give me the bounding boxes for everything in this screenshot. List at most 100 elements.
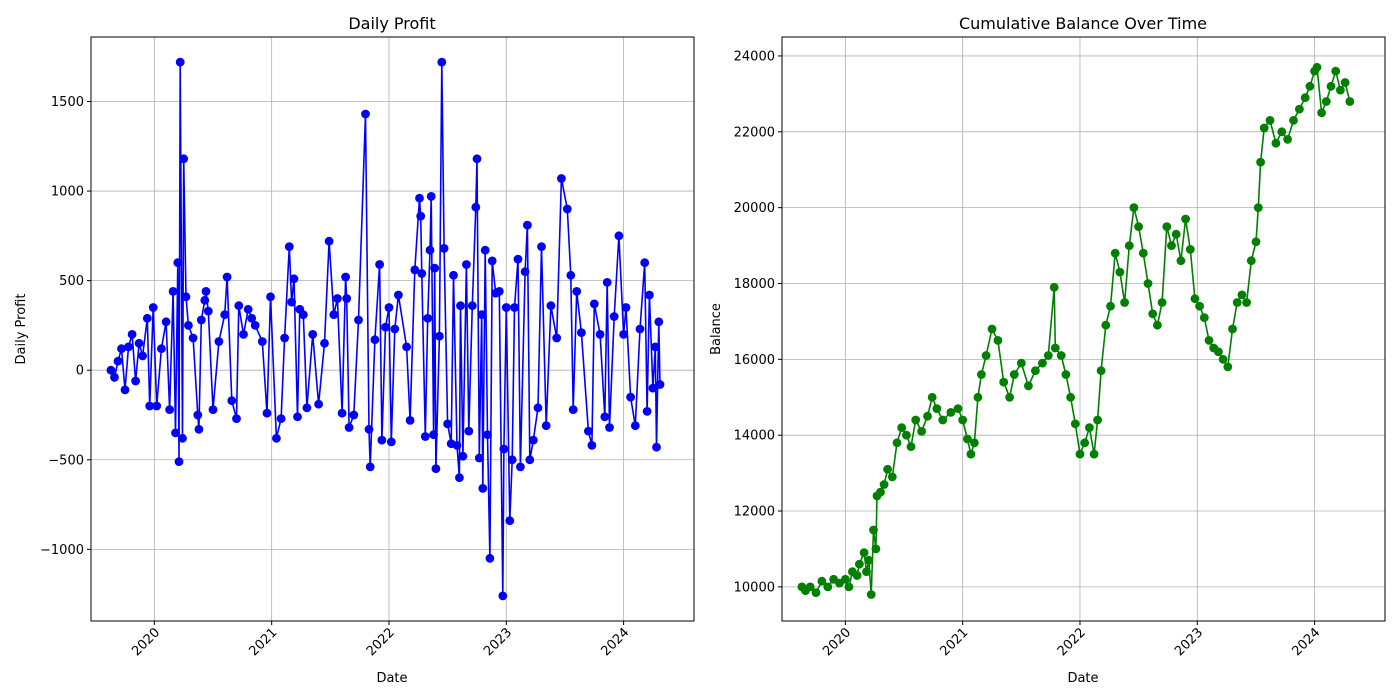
data-point xyxy=(1110,248,1120,258)
data-point xyxy=(1289,116,1298,125)
data-point xyxy=(437,57,447,67)
data-point xyxy=(1223,362,1233,372)
data-point xyxy=(375,260,384,269)
data-point xyxy=(537,242,546,252)
data-point xyxy=(462,260,471,269)
data-point xyxy=(365,462,375,472)
data-point xyxy=(161,317,171,327)
data-point xyxy=(106,365,116,375)
data-point xyxy=(381,322,390,332)
data-point xyxy=(953,404,963,413)
data-point xyxy=(1038,358,1047,368)
data-point xyxy=(505,516,515,526)
y-tick-label: 500 xyxy=(59,274,84,289)
data-point xyxy=(370,335,380,345)
data-point xyxy=(1043,351,1053,360)
data-point xyxy=(324,236,334,246)
data-point xyxy=(364,424,374,434)
data-point xyxy=(485,553,495,563)
data-point xyxy=(817,576,827,586)
data-point xyxy=(402,342,411,352)
x-axis-label: Date xyxy=(376,671,407,686)
data-point xyxy=(609,312,619,321)
data-point xyxy=(911,415,921,425)
data-point xyxy=(1024,381,1033,391)
data-point xyxy=(852,571,862,580)
data-point xyxy=(1089,449,1099,459)
data-point xyxy=(145,401,155,411)
ticks: 2020 2021 2022 2023 2024 10000 12000 14000 16000… xyxy=(734,49,1324,659)
data-point xyxy=(587,441,597,450)
data-point xyxy=(178,433,187,443)
data-point xyxy=(152,401,162,411)
data-point xyxy=(131,376,141,386)
data-point xyxy=(349,410,359,420)
x-tick-label: 2024 xyxy=(1289,625,1323,659)
data-point xyxy=(630,421,640,431)
y-axis-label: Balance xyxy=(709,303,724,355)
data-point xyxy=(897,423,907,432)
data-point xyxy=(289,274,299,284)
data-point xyxy=(906,442,916,451)
data-point xyxy=(120,385,130,395)
data-point xyxy=(1277,127,1287,137)
data-point xyxy=(113,356,123,366)
data-point xyxy=(1093,415,1102,425)
data-point xyxy=(562,204,572,214)
x-tick-label: 2024 xyxy=(598,625,632,659)
data-point xyxy=(157,344,166,354)
data-point xyxy=(287,297,296,307)
data-point xyxy=(174,457,184,466)
data-point xyxy=(1214,347,1223,357)
data-point xyxy=(138,351,148,361)
data-point xyxy=(124,342,133,352)
y-tick-label: 22000 xyxy=(734,125,775,140)
data-point xyxy=(1237,290,1247,300)
data-point xyxy=(431,464,441,474)
data-point xyxy=(866,590,876,599)
data-point xyxy=(1295,104,1304,114)
data-point xyxy=(1153,320,1162,330)
data-point xyxy=(655,380,665,389)
data-point xyxy=(811,588,821,597)
data-point xyxy=(652,442,661,452)
data-series xyxy=(797,62,1355,599)
cumulative-balance-chart: Cumulative Balance Over Time 2020 2021 202… xyxy=(709,14,1386,686)
x-tick-label: 2020 xyxy=(129,625,163,659)
data-point xyxy=(1075,449,1085,459)
data-point xyxy=(595,330,605,339)
data-point xyxy=(1120,298,1129,307)
data-point xyxy=(220,310,230,320)
y-tick-label: −1000 xyxy=(40,543,84,558)
data-point xyxy=(892,438,902,448)
data-point xyxy=(234,301,244,311)
data-point xyxy=(528,435,538,445)
data-point xyxy=(648,383,658,393)
x-tick-label: 2021 xyxy=(937,625,971,659)
data-point xyxy=(513,254,523,264)
data-point xyxy=(455,473,464,483)
data-point xyxy=(645,290,654,300)
data-point xyxy=(1061,370,1071,379)
data-point xyxy=(602,278,612,287)
data-point xyxy=(1195,301,1204,311)
series-line xyxy=(110,61,661,597)
data-point xyxy=(405,416,415,425)
data-point xyxy=(487,256,497,266)
data-point xyxy=(1005,392,1014,402)
data-point xyxy=(1253,203,1263,213)
data-point xyxy=(589,299,599,309)
data-point xyxy=(523,220,532,230)
data-point xyxy=(499,444,509,454)
data-point xyxy=(250,321,260,330)
data-point xyxy=(841,574,850,584)
data-point xyxy=(179,154,189,164)
data-point xyxy=(1204,336,1214,345)
data-point xyxy=(605,423,614,432)
data-point xyxy=(1162,222,1172,232)
data-point xyxy=(425,245,435,255)
data-point xyxy=(946,408,956,417)
data-point xyxy=(456,301,465,311)
data-point xyxy=(110,373,119,382)
data-point xyxy=(1190,294,1200,304)
